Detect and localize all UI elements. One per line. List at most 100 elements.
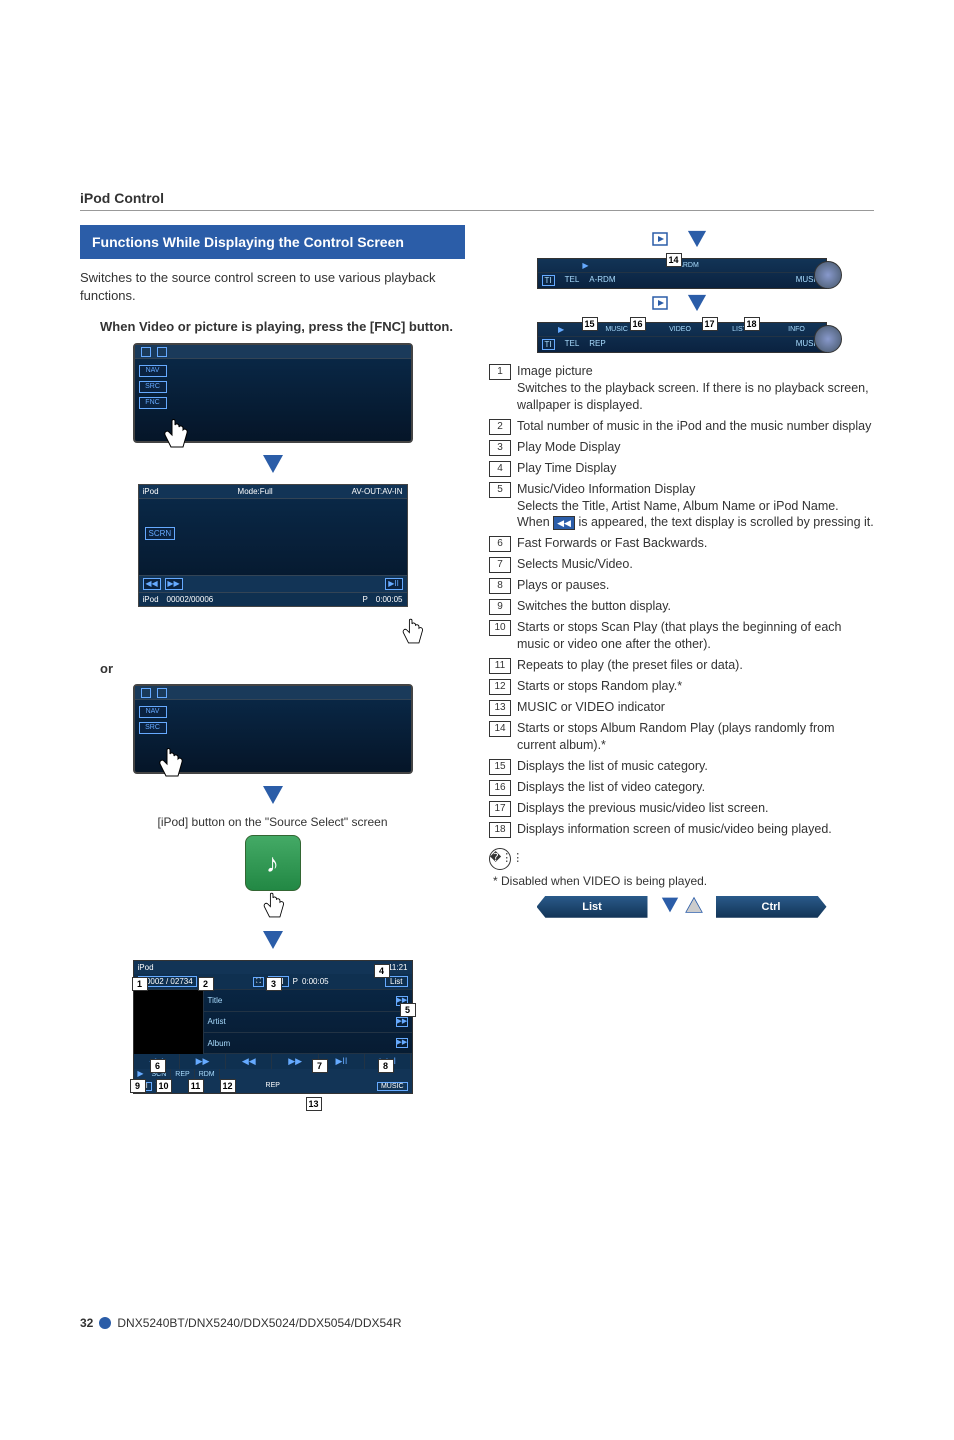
scrn-button[interactable]: SCRN <box>145 527 176 540</box>
jog-dial-icon[interactable] <box>814 325 842 353</box>
description-item: 1Image pictureSwitches to the playback s… <box>489 363 874 414</box>
topic-title: Functions While Displaying the Control S… <box>80 225 465 259</box>
arrow-combo <box>489 293 874 316</box>
title-mid: Mode:Full <box>238 487 273 496</box>
play-indicator-icon: ▶ <box>554 325 568 334</box>
annotation-2: 2 <box>198 977 214 991</box>
info-area: Title▶▶ Artist▶▶ Album▶▶ <box>134 990 412 1054</box>
annotation-5: 5 <box>400 1003 416 1017</box>
artist-line[interactable]: Artist▶▶ <box>204 1012 412 1033</box>
annotation-3: 3 <box>266 977 282 991</box>
nav-button[interactable]: NAV <box>139 706 167 718</box>
title-line[interactable]: Title▶▶ <box>204 990 412 1011</box>
description-item: 13MUSIC or VIDEO indicator <box>489 699 874 716</box>
ipod-source-icon[interactable]: ♪ <box>245 835 301 891</box>
description-number: 3 <box>489 440 511 456</box>
annotation-9: 9 <box>130 1079 146 1093</box>
play-time: 0:00:05 <box>376 595 403 604</box>
annotation-16: 16 <box>630 317 646 331</box>
album-line[interactable]: Album▶▶ <box>204 1033 412 1054</box>
annotation-1: 1 <box>132 977 148 991</box>
play-indicator: P <box>293 977 298 986</box>
annotation-13: 13 <box>306 1097 322 1111</box>
status-icon <box>141 688 151 698</box>
status-icon <box>157 347 167 357</box>
info-tab[interactable]: INFO <box>784 325 809 334</box>
play-icon[interactable]: ▶II <box>385 578 403 590</box>
description-number: 17 <box>489 801 511 817</box>
ti-badge: TI <box>542 339 555 350</box>
description-number: 12 <box>489 679 511 695</box>
hand-pointer-icon <box>399 617 425 647</box>
description-text: Displays the list of music category. <box>517 758 874 775</box>
fullscreen-icon[interactable]: ⛶ <box>253 977 264 987</box>
album-art[interactable] <box>134 990 204 1054</box>
description-number: 13 <box>489 700 511 716</box>
transport-controls: ◀◀ ▶▶ ◀◀ ▶▶ ▶II ▶▶I <box>134 1054 412 1069</box>
annotation-6: 6 <box>150 1059 166 1073</box>
track-info-bar: iPod 00002/00006 P 0:00:05 <box>139 592 407 606</box>
description-number: 11 <box>489 658 511 674</box>
music-tab[interactable]: MUSIC <box>601 325 632 334</box>
track-source: iPod <box>143 595 159 604</box>
side-buttons: NAV SRC FNC <box>139 365 167 409</box>
description-item: 11Repeats to play (the preset files or d… <box>489 657 874 674</box>
description-text: Switches the button display. <box>517 598 874 615</box>
description-text: Fast Forwards or Fast Backwards. <box>517 535 874 552</box>
annotation-4: 4 <box>374 964 390 978</box>
description-item: 10Starts or stops Scan Play (that plays … <box>489 619 874 653</box>
ctrl-button[interactable]: Ctrl <box>716 896 827 918</box>
description-text: Displays information screen of music/vid… <box>517 821 874 838</box>
list-button[interactable]: List <box>537 896 648 918</box>
description-number: 4 <box>489 461 511 477</box>
sub-control-bar-1: ▶ ARDM TI TEL A-RDM MUSIC 14 <box>537 258 827 289</box>
description-list: 1Image pictureSwitches to the playback s… <box>489 363 874 838</box>
right-column: ▶ ARDM TI TEL A-RDM MUSIC 14 <box>489 225 874 1094</box>
scroll-icon[interactable]: ▶▶ <box>396 1038 408 1048</box>
video-tab[interactable]: VIDEO <box>665 325 695 334</box>
annotation-7: 7 <box>312 1059 328 1073</box>
description-item: 15Displays the list of music category. <box>489 758 874 775</box>
description-number: 16 <box>489 780 511 796</box>
jog-dial-icon[interactable] <box>814 261 842 289</box>
description-item: 8Plays or pauses. <box>489 577 874 594</box>
ipod-control-screen: iPod 11:21 00002 / 02734 ⛶ ▶II P 0:00:05… <box>133 960 413 1094</box>
description-number: 1 <box>489 364 511 380</box>
ti-badge: TI <box>542 275 555 286</box>
description-item: 9 Switches the button display. <box>489 598 874 615</box>
clock: 11:21 <box>388 963 407 972</box>
arrow-down-icon <box>683 293 711 316</box>
src-button[interactable]: SRC <box>139 722 167 734</box>
bullet-icon <box>99 1317 111 1329</box>
annotation-11: 11 <box>188 1079 204 1093</box>
arrow-down-icon <box>683 229 711 252</box>
description-text: Starts or stops Album Random Play (plays… <box>517 720 874 754</box>
title-bar: iPod Mode:Full AV-OUT:AV-IN <box>139 485 407 499</box>
description-text: Plays or pauses. <box>517 577 874 594</box>
status-bar: TI TEL REP MUSIC <box>134 1080 412 1093</box>
music-indicator: MUSIC <box>377 1082 408 1091</box>
description-text: Starts or stops Random play.* <box>517 678 874 695</box>
prev-track-icon[interactable]: ◀◀ <box>226 1054 272 1069</box>
annotation-12: 12 <box>220 1079 236 1093</box>
fnc-button[interactable]: FNC <box>139 397 167 409</box>
forward-icon[interactable]: ▶▶ <box>180 1054 226 1069</box>
src-button[interactable]: SRC <box>139 381 167 393</box>
mode-tabs: ▶ SCN REP RDM <box>134 1069 412 1080</box>
next-icon[interactable]: ▶▶ <box>165 578 183 590</box>
device-topbar <box>135 345 411 359</box>
description-item: 14Starts or stops Album Random Play (pla… <box>489 720 874 754</box>
description-text: Selects Music/Video. <box>517 556 874 573</box>
description-item: 6Fast Forwards or Fast Backwards. <box>489 535 874 552</box>
play-indicator: P <box>362 595 367 604</box>
description-number: 9 <box>489 599 511 615</box>
description-number: 7 <box>489 557 511 573</box>
description-item: 3Play Mode Display <box>489 439 874 456</box>
nav-button[interactable]: NAV <box>139 365 167 377</box>
status-icon <box>141 347 151 357</box>
left-column: Functions While Displaying the Control S… <box>80 225 465 1094</box>
scroll-icon[interactable]: ▶▶ <box>396 1017 408 1027</box>
playback-screen: iPod Mode:Full AV-OUT:AV-IN SCRN ◀◀ ▶▶ ▶… <box>138 484 408 607</box>
prev-icon[interactable]: ◀◀ <box>143 578 161 590</box>
model-list: DNX5240BT/DNX5240/DDX5024/DDX5054/DDX54R <box>117 1316 401 1330</box>
